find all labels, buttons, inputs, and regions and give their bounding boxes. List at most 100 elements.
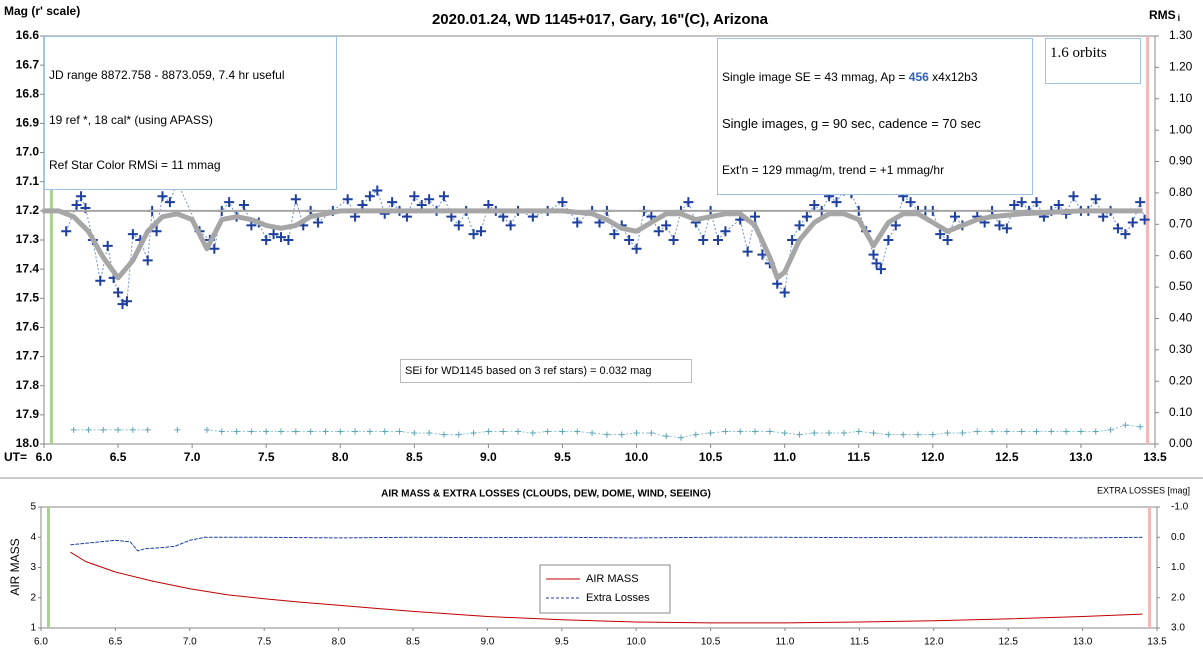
data-point [737,428,744,435]
x-tick-label: 8.0 [332,450,349,464]
y-tick-label: 17.1 [16,174,40,188]
x-tick-label: 12.0 [921,450,945,464]
x-tick-label: 11.5 [847,450,870,464]
data-point [707,430,714,437]
y2-tick-label: 0.10 [1169,405,1193,419]
y-tick-label: 17.2 [16,203,40,217]
text: x4x12b3 [928,70,978,84]
data-point [475,226,486,237]
data-point [779,287,790,298]
data-point [944,430,951,437]
data-point [157,191,168,202]
series-line [41,208,1143,281]
data-point [1001,223,1012,234]
data-point [624,235,635,245]
data-point [589,430,596,437]
y-tick-label: 17.7 [16,349,40,363]
data-point [164,197,175,208]
data-point [233,428,240,435]
y-tick-label: 17.9 [16,407,40,421]
data-point [942,235,953,245]
data-point [1120,229,1131,240]
y2-tick-label: 1.0 [1171,562,1185,573]
y-tick-label: 4 [30,532,36,543]
data-point [1068,191,1079,202]
x-tick-label: 11.0 [773,450,796,464]
data-point [453,220,464,231]
x-tick-label: 7.0 [183,637,197,648]
y-tick-label: 3 [30,562,36,573]
y2-axis-label-text: RMS [1149,8,1176,22]
x-tick-label: 13.5 [1147,637,1167,648]
data-point [1031,197,1042,208]
y2-tick-label: 1.20 [1169,60,1193,74]
data-point [61,226,72,237]
data-point [677,434,684,441]
data-point [935,229,946,240]
data-point [129,426,136,433]
orbits-box: 1.6 orbits [1045,38,1141,84]
data-point [633,430,640,437]
x-tick-label: 8.5 [406,637,420,648]
data-point [261,235,272,245]
data-point [801,211,812,222]
y2-tick-label: 1.10 [1169,91,1193,105]
series-line [70,551,1143,624]
x-tick-label: 11.0 [776,637,795,648]
data-point [713,235,724,245]
data-point [76,191,87,202]
aperture: 456 [908,70,929,84]
y-axis-label: Mag (r' scale) [4,4,80,18]
data-point [752,428,759,435]
data-point [396,428,403,435]
data-point [663,433,670,440]
y-axis-label: AIR MASS [8,538,22,595]
data-point [871,258,882,269]
data-point [121,296,132,307]
data-point [440,431,447,438]
data-point [683,197,694,208]
y2-tick-label: 0.80 [1169,185,1193,199]
data-point [352,428,359,435]
data-point [95,275,106,286]
data-point [485,428,492,435]
data-point [268,229,279,240]
data-point [1135,197,1146,208]
data-point [113,287,124,298]
data-point [470,430,477,437]
y2-axis-label-sub: i [1178,13,1181,23]
image-line: Ext'n = 129 mmag/m, trend = +1 mmag/hr [722,163,945,177]
data-point [1063,428,1070,435]
y-tick-label: 17.0 [16,145,40,159]
data-point [224,197,235,208]
legend-box [539,564,671,614]
x-tick-label: 9.0 [480,637,494,648]
data-point [668,235,679,245]
data-point [974,428,981,435]
data-point [742,246,753,257]
data-point [929,431,936,438]
y-tick-label: 18.0 [16,436,40,450]
data-point [505,220,516,231]
data-point [544,428,551,435]
x-tick-label: 10.0 [626,637,646,648]
data-point [411,430,418,437]
data-point [313,217,324,228]
data-point [500,428,507,435]
x-tick-label: 7.5 [258,450,275,464]
image-line: Single images, g = 90 sec, cadence = 70 … [722,116,981,131]
data-point [337,428,344,435]
x-tick-label: 9.5 [554,450,571,464]
data-point [890,220,901,231]
x-tick-label: 11.5 [850,637,869,648]
data-point [720,226,731,237]
data-point [905,197,916,208]
data-point [438,191,449,202]
info-line: JD range 8872.758 - 8873.059, 7.4 hr use… [49,68,285,82]
x-tick-label: 8.0 [332,637,346,648]
data-point [950,211,961,222]
data-point [1112,223,1123,234]
data-point [572,217,583,228]
data-point [1048,428,1055,435]
